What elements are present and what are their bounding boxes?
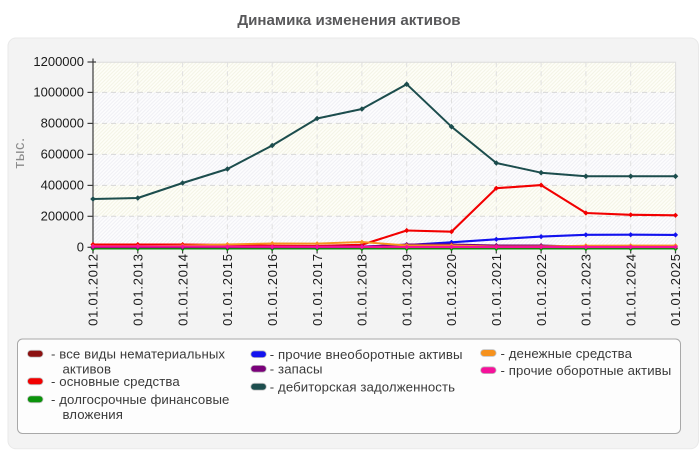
svg-text:01.01.2016: 01.01.2016 (265, 253, 280, 326)
svg-text:01.01.2013: 01.01.2013 (131, 253, 146, 326)
svg-text:- запасы: - запасы (270, 362, 323, 377)
svg-text:01.01.2015: 01.01.2015 (220, 253, 235, 326)
svg-text:Динамика изменения активов: Динамика изменения активов (237, 12, 460, 29)
svg-text:0: 0 (77, 239, 84, 254)
svg-text:400000: 400000 (41, 177, 84, 192)
svg-text:01.01.2019: 01.01.2019 (399, 253, 414, 326)
svg-text:600000: 600000 (41, 146, 84, 161)
svg-text:- долгосрочные финансовые: - долгосрочные финансовые (51, 392, 229, 407)
svg-text:вложения: вложения (63, 407, 123, 422)
svg-text:01.01.2017: 01.01.2017 (310, 253, 325, 326)
svg-text:01.01.2014: 01.01.2014 (175, 253, 190, 326)
svg-text:- все виды нематериальных: - все виды нематериальных (51, 347, 225, 362)
svg-text:тыс.: тыс. (11, 137, 28, 168)
svg-text:- прочие оборотные активы: - прочие оборотные активы (501, 363, 672, 378)
svg-text:200000: 200000 (41, 208, 84, 223)
svg-text:01.01.2024: 01.01.2024 (623, 253, 638, 326)
svg-text:01.01.2012: 01.01.2012 (86, 253, 101, 326)
svg-text:01.01.2022: 01.01.2022 (534, 253, 549, 326)
svg-text:1200000: 1200000 (33, 54, 84, 69)
svg-text:- основные средства: - основные средства (51, 374, 180, 389)
svg-text:01.01.2018: 01.01.2018 (355, 253, 370, 326)
svg-text:01.01.2020: 01.01.2020 (444, 253, 459, 326)
svg-text:01.01.2025: 01.01.2025 (668, 253, 683, 326)
svg-text:01.01.2021: 01.01.2021 (489, 253, 504, 326)
svg-text:1000000: 1000000 (33, 84, 84, 99)
svg-text:800000: 800000 (41, 115, 84, 130)
svg-text:- дебиторская задолженность: - дебиторская задолженность (270, 380, 455, 395)
svg-text:активов: активов (63, 362, 112, 377)
svg-text:- прочие внеоборотные активы: - прочие внеоборотные активы (270, 347, 463, 362)
svg-text:- денежные средства: - денежные средства (501, 346, 633, 361)
svg-text:01.01.2023: 01.01.2023 (579, 253, 594, 326)
